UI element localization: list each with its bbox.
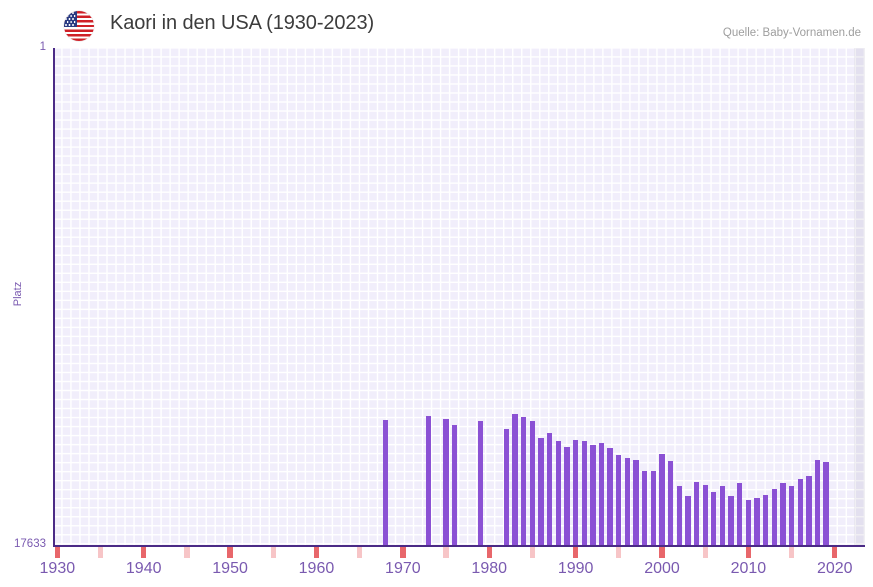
x-tick-half-decade-marker xyxy=(97,547,104,558)
bar xyxy=(650,470,657,545)
bar xyxy=(590,445,596,545)
x-tick-half-decade-marker xyxy=(788,547,795,558)
x-tick-decade-marker xyxy=(486,547,492,558)
x-axis-label: 1980 xyxy=(471,560,508,577)
x-tick-half-decade-marker xyxy=(702,547,708,558)
x-axis-label: 1970 xyxy=(385,560,421,577)
x-tick-half-decade-marker xyxy=(270,547,276,558)
bar xyxy=(797,479,803,545)
x-tick-decade-marker xyxy=(400,547,406,558)
bar xyxy=(642,470,648,545)
bar xyxy=(788,486,795,545)
bar xyxy=(452,425,458,545)
bar xyxy=(702,484,708,545)
bar xyxy=(443,418,449,545)
bar xyxy=(780,483,786,545)
x-axis-label: 2010 xyxy=(730,560,767,577)
bar xyxy=(762,494,769,545)
bar xyxy=(572,439,579,545)
y-axis-title: Platz xyxy=(12,281,24,307)
x-axis-label: 1940 xyxy=(125,560,162,577)
bar xyxy=(607,448,613,545)
chart-title: Kaori in den USA (1930-2023) xyxy=(110,12,375,34)
bar xyxy=(676,486,682,545)
flag-canton xyxy=(64,11,77,28)
bar-series xyxy=(53,48,865,545)
bar xyxy=(771,489,777,545)
bar xyxy=(711,491,717,545)
y-axis-line xyxy=(53,48,55,547)
bar xyxy=(512,414,518,545)
bar xyxy=(806,476,812,545)
bar xyxy=(581,441,587,545)
x-tick-decade-marker xyxy=(659,547,665,558)
x-tick-decade-marker xyxy=(572,547,579,558)
x-tick-decade-marker xyxy=(313,547,320,558)
bar xyxy=(693,482,700,545)
chart-header: Kaori in den USA (1930-2023) Quelle: Bab… xyxy=(0,0,873,44)
bar xyxy=(823,462,829,545)
source-attribution: Quelle: Baby-Vornamen.de xyxy=(722,27,861,39)
x-tick-decade-marker xyxy=(832,547,838,558)
bar xyxy=(633,459,639,545)
x-axis-label: 1950 xyxy=(212,560,248,577)
bar xyxy=(728,496,734,545)
x-axis-label: 2020 xyxy=(816,560,853,577)
x-axis-label: 1990 xyxy=(557,560,594,577)
y-axis-top-label: 1 xyxy=(39,41,46,53)
bar xyxy=(616,455,622,545)
x-axis-label: 1960 xyxy=(298,560,335,577)
bar xyxy=(529,421,536,545)
x-tick-decade-marker xyxy=(745,547,752,558)
x-axis-label: 2000 xyxy=(644,560,680,577)
bar xyxy=(814,459,821,545)
bar xyxy=(598,442,605,545)
chart-gridlines xyxy=(53,48,865,545)
bar xyxy=(555,441,561,545)
x-tick-half-decade-marker xyxy=(184,547,190,558)
bar xyxy=(477,420,484,545)
x-axis-line xyxy=(53,545,865,547)
bar xyxy=(503,428,510,545)
x-axis-labels: 1930 1940 1950 1960 1970 1980 1990 2000 2010 2020 xyxy=(40,560,865,584)
bar xyxy=(719,486,726,545)
y-axis-bottom-label: 17633 xyxy=(14,538,46,550)
bar xyxy=(382,420,389,545)
x-tick-decade-marker xyxy=(227,547,233,558)
x-tick-half-decade-marker xyxy=(356,547,363,558)
x-tick-half-decade-marker xyxy=(443,547,449,558)
bar xyxy=(521,417,527,545)
x-axis-tick-markers xyxy=(53,547,865,558)
x-tick-decade-marker xyxy=(54,547,60,558)
us-flag-icon xyxy=(64,11,94,41)
chart-plot-area xyxy=(53,48,865,545)
bar xyxy=(547,432,553,545)
x-axis-label: 1930 xyxy=(39,560,76,577)
x-tick-decade-marker xyxy=(141,547,147,558)
bar xyxy=(659,453,665,545)
bar xyxy=(745,500,752,545)
bar xyxy=(667,460,674,545)
flag-stars xyxy=(64,11,77,28)
bar xyxy=(538,438,544,545)
bar xyxy=(426,415,432,545)
bar xyxy=(564,446,570,545)
x-tick-half-decade-marker xyxy=(529,547,536,558)
bar xyxy=(685,496,691,545)
bar xyxy=(737,483,743,545)
x-tick-half-decade-marker xyxy=(616,547,622,558)
bar xyxy=(754,497,760,545)
bar xyxy=(624,458,631,545)
